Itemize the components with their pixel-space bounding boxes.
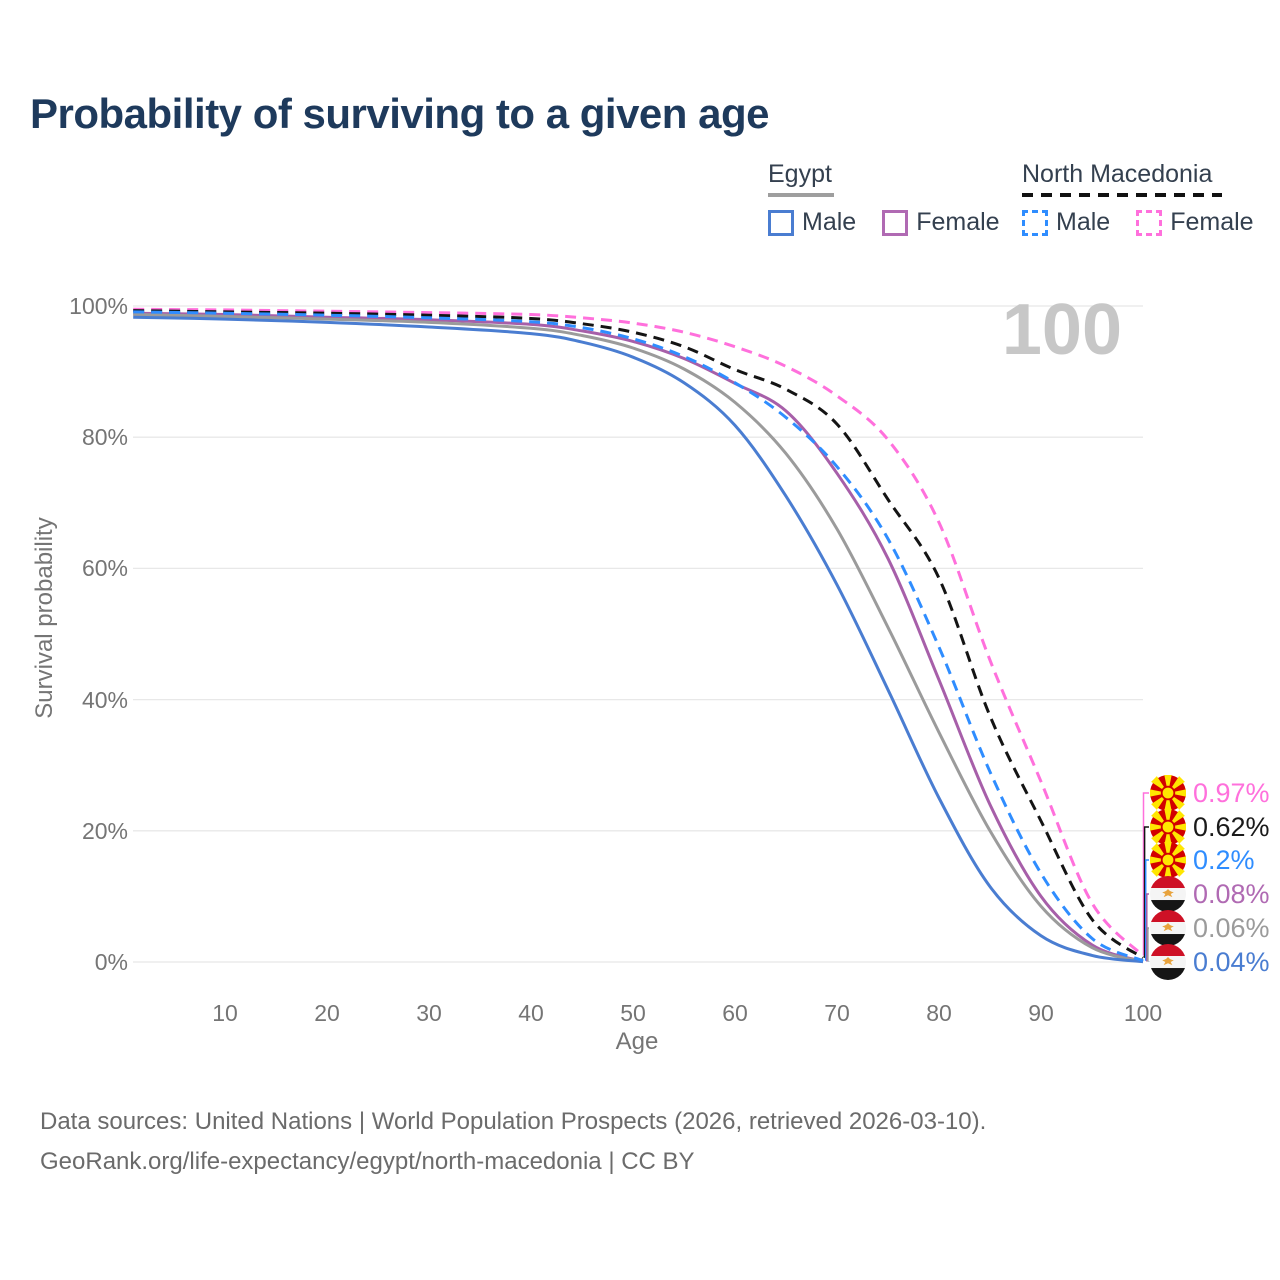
north-macedonia-female-swatch-icon [1136, 209, 1163, 236]
flag-egypt-icon [1150, 876, 1186, 912]
series-line [133, 307, 1145, 957]
legend-label: Female [916, 208, 1000, 236]
x-axis-title: Age [615, 1028, 659, 1055]
legend-item-egypt-male[interactable]: Male [768, 208, 856, 237]
legend-group-egypt: Egypt Male Female [768, 160, 1000, 237]
y-axis-title: Survival probability [31, 517, 58, 719]
end-label-nm-female: 0.97% [1150, 775, 1270, 811]
flag-north-macedonia-icon [1150, 775, 1186, 811]
flag-egypt-icon [1150, 944, 1186, 980]
legend-label: Female [1170, 208, 1254, 236]
series-line [133, 311, 1144, 963]
end-label-nm-both: 0.62% [1150, 809, 1270, 845]
y-tick-40: 40% [81, 687, 128, 713]
legend-underline-north-macedonia [1022, 193, 1222, 197]
legend-heading-north-macedonia: North Macedonia [1022, 160, 1213, 188]
legend-underline-egypt [768, 193, 834, 197]
x-tick-70: 70 [824, 1000, 850, 1026]
end-label-value: 0.04% [1193, 947, 1270, 977]
flag-north-macedonia-icon [1150, 842, 1186, 878]
x-tick-100: 100 [1123, 1000, 1163, 1026]
end-label-egypt-both: 0.06% [1150, 910, 1270, 946]
x-tick-20: 20 [314, 1000, 340, 1026]
legend-item-north-macedonia-male[interactable]: Male [1022, 208, 1110, 237]
flag-egypt-icon [1150, 910, 1186, 946]
egypt-female-swatch-icon [882, 209, 909, 236]
legend-group-north-macedonia: North Macedonia Male Female [1022, 160, 1254, 237]
legend-item-north-macedonia-female[interactable]: Female [1136, 208, 1254, 237]
end-label-egypt-female: 0.08% [1150, 876, 1270, 912]
x-tick-50: 50 [620, 1000, 646, 1026]
legend-label: Male [802, 208, 857, 236]
source-url-text: GeoRank.org/life-expectancy/egypt/north-… [40, 1148, 695, 1175]
data-sources-text: Data sources: United Nations | World Pop… [40, 1108, 987, 1135]
series-line [133, 310, 1144, 963]
egypt-male-swatch-icon [768, 209, 794, 236]
end-label-value: 0.2% [1193, 845, 1255, 875]
series-line [133, 315, 1144, 964]
y-tick-80: 80% [81, 424, 128, 450]
end-label-egypt-male: 0.04% [1150, 944, 1270, 980]
end-label-value: 0.08% [1193, 879, 1270, 909]
age-annotation: 100 [1001, 290, 1122, 370]
end-label-value: 0.97% [1193, 778, 1270, 808]
series-line [133, 313, 1144, 964]
end-label-nm-male: 0.2% [1150, 842, 1255, 878]
end-label-value: 0.62% [1193, 812, 1270, 842]
legend-label: Male [1056, 208, 1111, 236]
x-tick-80: 80 [926, 1000, 952, 1026]
north-macedonia-male-swatch-icon [1022, 209, 1048, 236]
x-tick-90: 90 [1028, 1000, 1054, 1026]
legend-item-egypt-female[interactable]: Female [882, 208, 1000, 237]
y-tick-60: 60% [81, 555, 128, 581]
flag-north-macedonia-icon [1150, 809, 1186, 845]
y-tick-0: 0% [94, 949, 128, 975]
legend-heading-egypt: Egypt [768, 160, 832, 188]
x-tick-40: 40 [518, 1000, 544, 1026]
x-tick-10: 10 [212, 1000, 238, 1026]
y-tick-20: 20% [81, 818, 128, 844]
page-title: Probability of surviving to a given age [30, 90, 769, 137]
x-tick-60: 60 [722, 1000, 748, 1026]
x-tick-30: 30 [416, 1000, 442, 1026]
y-tick-100: 100% [69, 293, 128, 319]
end-label-value: 0.06% [1193, 913, 1270, 943]
series-line [133, 309, 1144, 960]
